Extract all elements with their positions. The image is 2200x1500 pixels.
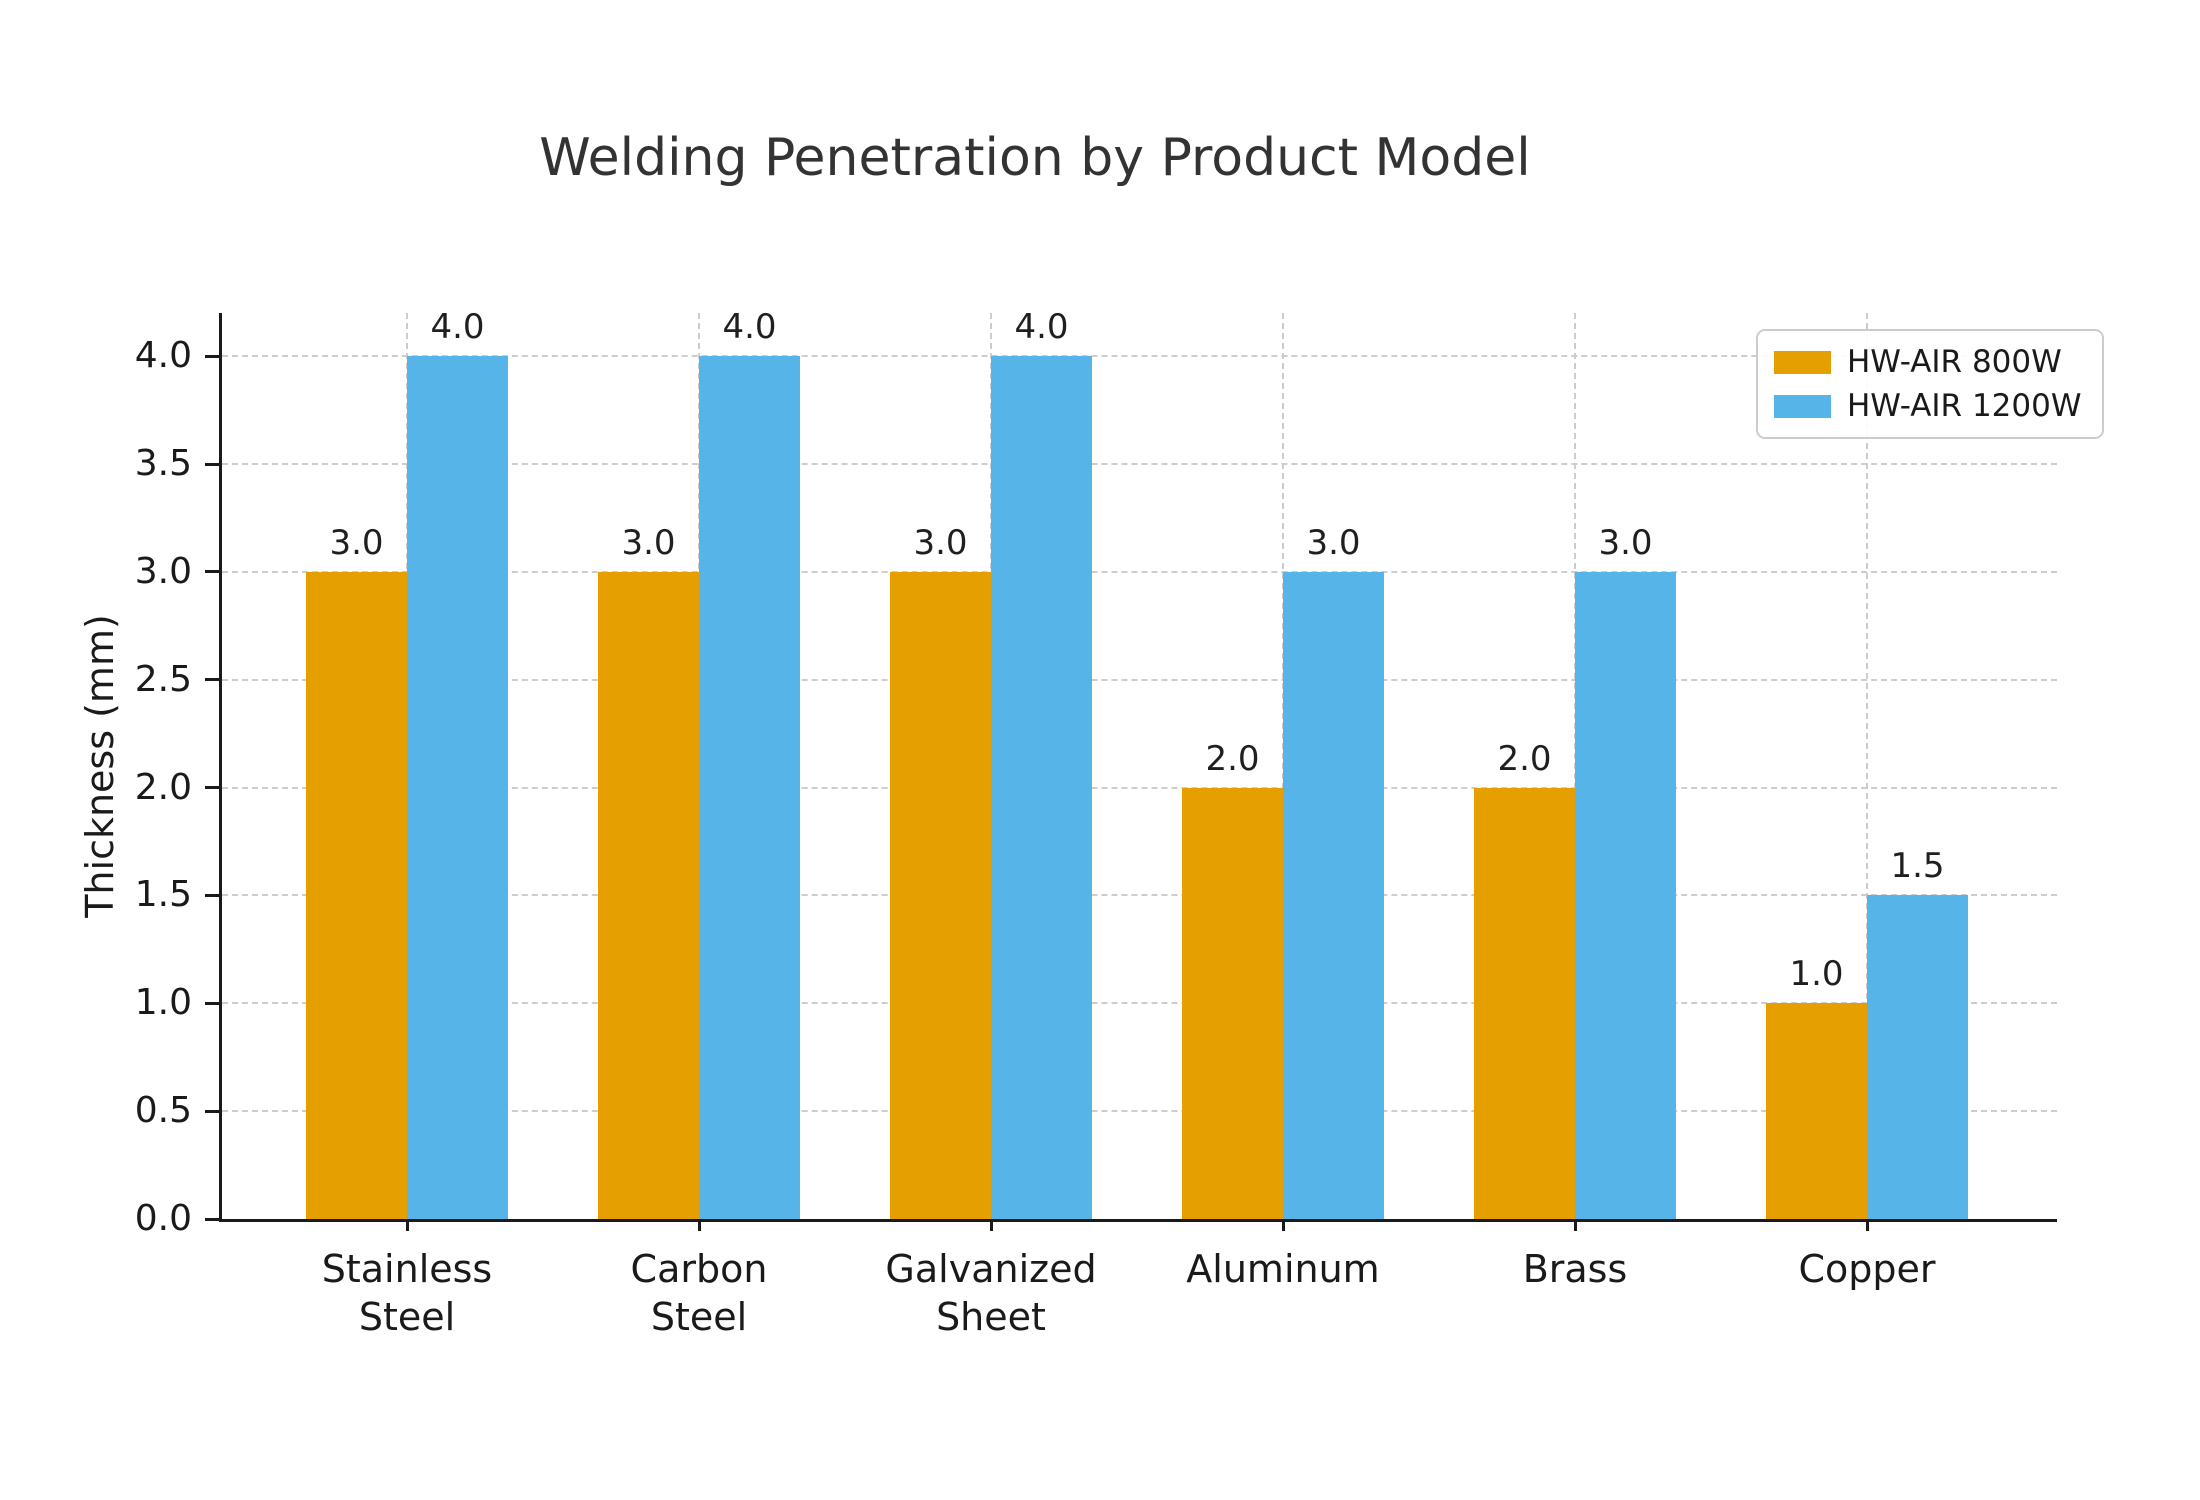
plot-area: 0.0 0.5 1.0 1.5 2.0 2.5 3.0 3.5 4.0 Stainless Ste… <box>135 308 2057 1339</box>
value-label: 2.0 <box>1497 738 1552 779</box>
bar-hw-air-1200w-galvanized-sheet <box>991 356 1092 1219</box>
value-label: 3.0 <box>1598 522 1653 563</box>
y-tick <box>205 570 219 574</box>
bar-hw-air-800w-stainless-steel <box>306 571 407 1219</box>
h-gridline <box>222 678 2057 681</box>
legend-label: HW-AIR 800W <box>1847 344 2062 380</box>
y-tick <box>205 1109 219 1113</box>
y-tick <box>205 786 219 790</box>
h-gridline <box>222 894 2057 897</box>
bar-hw-air-1200w-copper <box>1867 895 1968 1219</box>
y-tick-label: 2.0 <box>134 766 192 808</box>
x-tick <box>1281 1219 1285 1231</box>
y-tick-label: 3.0 <box>134 550 192 592</box>
bar-hw-air-1200w-aluminum <box>1283 571 1384 1219</box>
h-gridline <box>222 570 2057 573</box>
h-gridline <box>222 463 2057 465</box>
y-tick-label: 1.5 <box>134 874 192 916</box>
x-tick <box>1865 1219 1869 1231</box>
y-tick-label: 0.5 <box>134 1090 192 1132</box>
x-category-label: Aluminum <box>1186 1247 1380 1291</box>
y-tick-label: 4.0 <box>134 335 192 377</box>
legend-swatch <box>1774 394 1831 418</box>
y-axis-spine <box>219 313 222 1222</box>
h-gridline <box>222 1110 2057 1113</box>
x-tick <box>405 1219 409 1231</box>
legend: HW-AIR 800W HW-AIR 1200W <box>1756 329 2104 439</box>
x-tick <box>989 1219 993 1231</box>
value-label: 3.0 <box>621 522 676 563</box>
value-label: 1.5 <box>1890 846 1945 887</box>
h-gridline <box>222 355 2057 358</box>
bar-hw-air-800w-carbon-steel <box>598 571 699 1219</box>
bar-hw-air-800w-copper <box>1766 1003 1867 1219</box>
x-axis-spine <box>219 1219 2057 1222</box>
chart-title: Welding Penetration by Product Model <box>539 128 1531 188</box>
y-tick <box>205 1217 219 1221</box>
x-category-label: Copper <box>1798 1247 1936 1291</box>
legend-swatch <box>1774 350 1831 374</box>
bar-hw-air-1200w-brass <box>1575 571 1676 1219</box>
value-label: 2.0 <box>1205 738 1260 779</box>
y-tick-label: 0.0 <box>134 1198 192 1239</box>
y-tick <box>205 462 219 466</box>
y-tick <box>205 678 219 682</box>
x-tick <box>1573 1219 1577 1231</box>
bar-hw-air-1200w-stainless-steel <box>407 356 508 1219</box>
value-label: 3.0 <box>913 522 968 563</box>
value-label: 4.0 <box>430 307 485 348</box>
legend-label: HW-AIR 1200W <box>1847 388 2082 424</box>
value-label: 3.0 <box>329 522 384 563</box>
y-tick <box>205 1001 219 1005</box>
y-tick-label: 1.0 <box>134 982 192 1024</box>
y-tick-label: 3.5 <box>134 443 192 484</box>
h-gridline <box>222 786 2057 789</box>
y-tick-label: 2.5 <box>134 658 192 700</box>
x-tick <box>697 1219 701 1231</box>
y-tick <box>205 354 219 358</box>
value-label: 4.0 <box>1014 307 1069 348</box>
bar-hw-air-800w-brass <box>1474 787 1575 1219</box>
bar-hw-air-800w-aluminum <box>1182 787 1283 1219</box>
bar-hw-air-800w-galvanized-sheet <box>890 571 991 1219</box>
legend-item-hw-air-1200w: HW-AIR 1200W <box>1774 388 2082 424</box>
value-label: 3.0 <box>1306 522 1361 563</box>
x-category-label: Galvanized Sheet <box>885 1247 1097 1339</box>
legend-item-hw-air-800w: HW-AIR 800W <box>1774 344 2082 380</box>
x-category-label: Stainless Steel <box>321 1247 493 1339</box>
value-label: 4.0 <box>722 307 777 348</box>
h-gridline <box>222 1002 2057 1005</box>
bar-hw-air-1200w-carbon-steel <box>699 356 800 1219</box>
v-gridline <box>1866 313 1868 1219</box>
y-tick <box>205 893 219 897</box>
x-category-label: Carbon Steel <box>630 1247 768 1339</box>
x-category-label: Brass <box>1522 1247 1628 1291</box>
value-label: 1.0 <box>1789 954 1844 995</box>
